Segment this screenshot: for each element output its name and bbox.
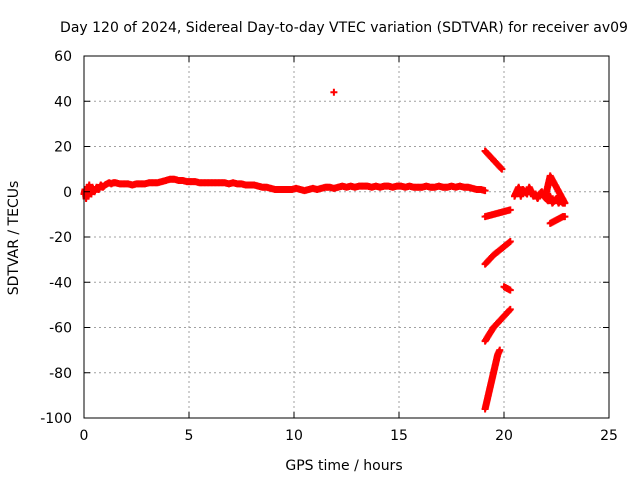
y-tick-label: -20 [49,230,72,246]
x-axis-title: GPS time / hours [285,458,402,474]
data-point [546,195,554,203]
grid [84,56,609,418]
data-point [481,187,489,195]
x-tick-label: 20 [495,428,513,444]
data-point [498,165,506,173]
data-point [506,238,514,246]
y-tick-label: -100 [40,411,72,427]
x-tick-label: 0 [80,428,89,444]
data-point [506,286,514,294]
y-tick-label: 40 [54,94,72,110]
x-tick-label: 10 [285,428,303,444]
axis-ticks: 0 5 10 15 20 25 -100 -80 -60 -40 -20 0 20 40 60 [40,49,618,444]
data-point [561,213,569,221]
chart-title: Day 120 of 2024, Sidereal Day-to-day VTE… [60,20,628,36]
data-point [496,346,504,354]
x-tick-label: 25 [600,428,618,444]
y-tick-label: -60 [49,321,72,337]
y-axis-title: SDTVAR / TECUs [6,181,22,296]
y-tick-label: 60 [54,49,72,65]
data-point [506,305,514,313]
data-point [506,206,514,214]
x-tick-label: 15 [390,428,408,444]
y-tick-label: -40 [49,275,72,291]
data-points [80,88,569,413]
data-point [330,88,338,96]
y-tick-label: -80 [49,366,72,382]
x-tick-label: 5 [185,428,194,444]
y-tick-label: 0 [63,185,72,201]
y-tick-label: 20 [54,140,72,156]
